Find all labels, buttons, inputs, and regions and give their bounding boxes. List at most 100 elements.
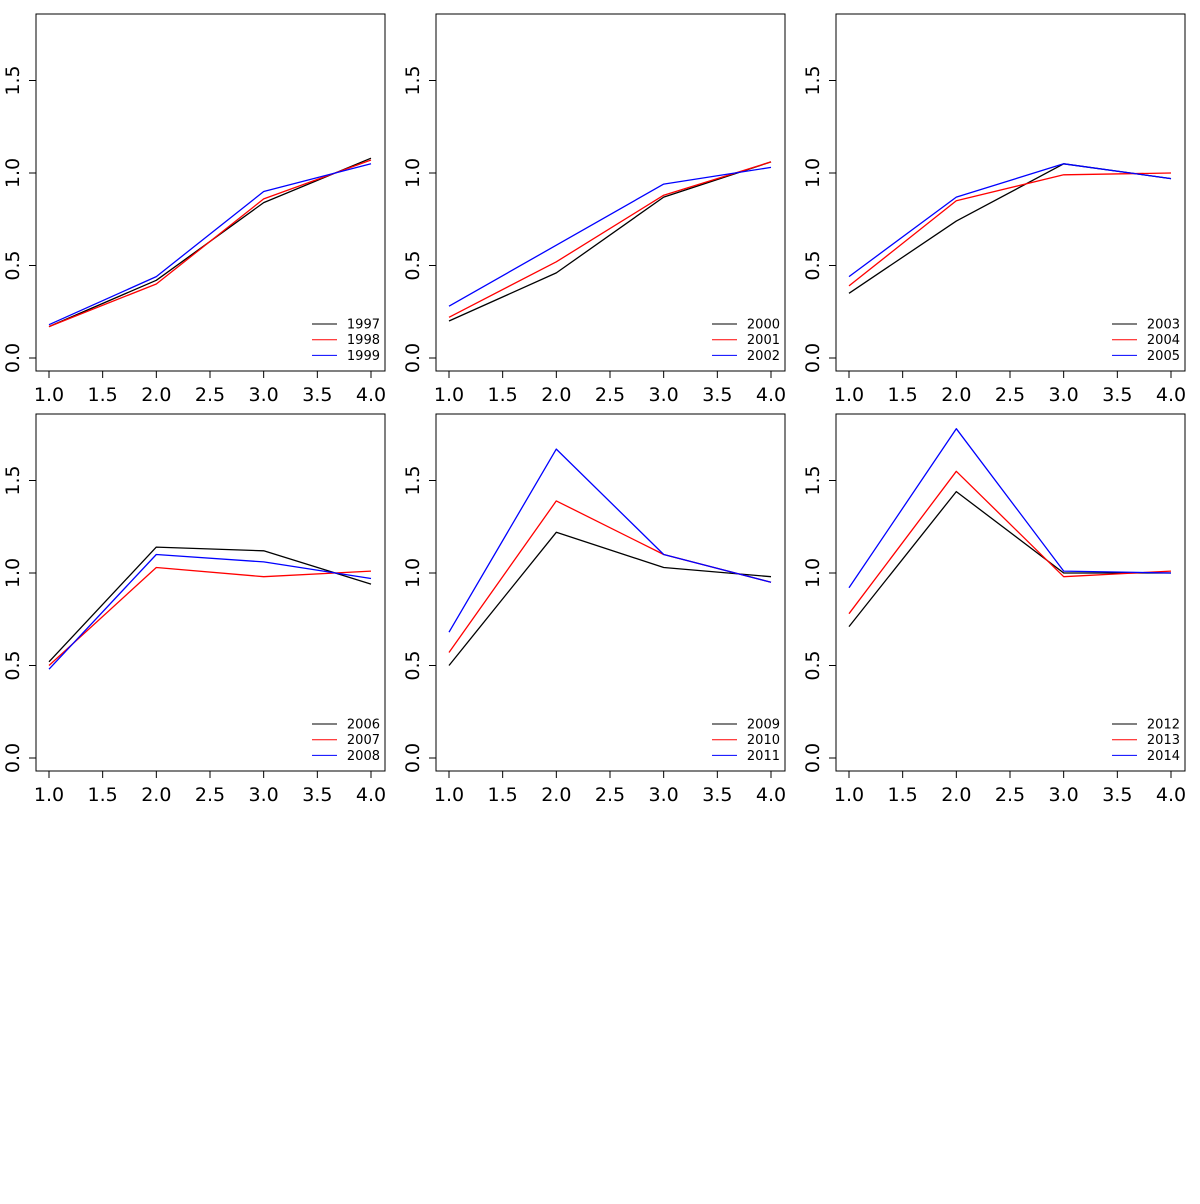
y-tick-label: 1.0 xyxy=(2,558,24,588)
y-tick-label: 1.5 xyxy=(402,465,424,495)
x-tick-label: 1.0 xyxy=(34,384,64,406)
series-line xyxy=(48,159,372,328)
x-tick-label: 1.0 xyxy=(434,384,464,406)
panel-4: 1.0 1.5 2.0 2.5 3.0 3.5 4.00.00.51.01.52006200… xyxy=(2,413,386,806)
y-tick-label: 0.0 xyxy=(2,743,24,773)
y-tick-label: 0.0 xyxy=(402,343,424,373)
x-tick-label: 3.0 xyxy=(1049,784,1079,806)
y-tick-label: 0.0 xyxy=(2,343,24,373)
x-tick-label: 1.5 xyxy=(488,384,518,406)
panel-1: 1.0 1.5 2.0 2.5 3.0 3.5 4.00.00.51.01.51997199… xyxy=(2,13,386,406)
x-tick-label: 2.5 xyxy=(995,784,1025,806)
series-line xyxy=(48,553,372,670)
x-tick-label: 1.5 xyxy=(888,784,918,806)
y-tick-label: 0.5 xyxy=(402,250,424,280)
legend-label: 2013 xyxy=(1147,733,1180,748)
x-tick-label: 2.0 xyxy=(141,384,171,406)
legend-label: 2004 xyxy=(1147,333,1180,348)
legend-label: 2000 xyxy=(747,318,780,333)
panel-2: 1.0 1.5 2.0 2.5 3.0 3.5 4.00.00.51.01.52000200… xyxy=(402,13,786,406)
x-tick-label: 3.5 xyxy=(302,784,332,806)
x-tick-label: 4.0 xyxy=(1156,384,1186,406)
y-tick-label: 1.0 xyxy=(2,158,24,188)
y-tick-label: 1.5 xyxy=(802,65,824,95)
legend-label: 2010 xyxy=(747,733,780,748)
series-line xyxy=(48,163,372,326)
y-tick-label: 0.0 xyxy=(802,743,824,773)
series-line xyxy=(848,490,1171,628)
y-tick-label: 0.5 xyxy=(802,250,824,280)
y-tick-label: 1.5 xyxy=(2,65,24,95)
x-tick-label: 2.5 xyxy=(195,784,225,806)
x-tick-label: 3.5 xyxy=(1102,784,1132,806)
series-line xyxy=(448,166,772,307)
y-tick-label: 0.5 xyxy=(2,650,24,680)
x-tick-label: 3.5 xyxy=(1102,384,1132,406)
y-tick-label: 0.5 xyxy=(2,250,24,280)
legend-label: 2006 xyxy=(347,718,380,733)
y-tick-label: 1.5 xyxy=(802,465,824,495)
y-tick-label: 0.5 xyxy=(402,650,424,680)
plot-frame xyxy=(35,413,386,772)
legend-label: 2012 xyxy=(1147,718,1180,733)
legend-label: 2003 xyxy=(1147,318,1180,333)
x-tick-label: 3.0 xyxy=(1049,384,1079,406)
x-tick-label: 2.0 xyxy=(541,384,571,406)
x-tick-label: 1.0 xyxy=(34,784,64,806)
series-line xyxy=(848,163,1172,278)
x-tick-label: 3.5 xyxy=(702,384,732,406)
legend-label: 2001 xyxy=(747,333,780,348)
x-tick-label: 3.0 xyxy=(249,384,279,406)
legend-label: 2009 xyxy=(747,718,780,733)
x-tick-label: 3.5 xyxy=(302,384,332,406)
x-tick-label: 3.5 xyxy=(702,784,732,806)
series-line xyxy=(448,161,772,322)
y-tick-label: 1.0 xyxy=(802,558,824,588)
x-tick-label: 2.0 xyxy=(941,384,971,406)
panel-5: 1.0 1.5 2.0 2.5 3.0 3.5 4.00.00.51.01.52009201… xyxy=(402,413,786,806)
x-tick-label: 1.5 xyxy=(88,784,118,806)
legend-label: 1998 xyxy=(347,333,380,348)
x-tick-label: 1.5 xyxy=(488,784,518,806)
y-tick-label: 1.0 xyxy=(802,158,824,188)
plot-frame xyxy=(435,13,786,372)
series-line xyxy=(48,546,372,663)
plot-frame xyxy=(835,413,1186,772)
legend-label: 2011 xyxy=(747,749,780,764)
x-tick-label: 2.5 xyxy=(595,784,625,806)
plot-frame xyxy=(435,413,786,772)
x-tick-label: 1.0 xyxy=(834,784,864,806)
y-tick-label: 1.5 xyxy=(402,65,424,95)
x-tick-label: 2.5 xyxy=(595,384,625,406)
x-tick-label: 1.0 xyxy=(834,384,864,406)
x-tick-label: 4.0 xyxy=(1156,784,1186,806)
x-tick-label: 2.5 xyxy=(995,384,1025,406)
legend-label: 2007 xyxy=(347,733,380,748)
x-tick-label: 2.0 xyxy=(141,784,171,806)
y-tick-label: 1.0 xyxy=(402,158,424,188)
x-tick-label: 1.5 xyxy=(888,384,918,406)
x-tick-label: 4.0 xyxy=(356,384,386,406)
series-line xyxy=(848,428,1172,589)
y-tick-label: 1.0 xyxy=(402,558,424,588)
x-tick-label: 4.0 xyxy=(356,784,386,806)
x-tick-label: 3.0 xyxy=(649,784,679,806)
x-tick-label: 1.5 xyxy=(88,384,118,406)
series-line xyxy=(848,163,1172,294)
legend-label: 2008 xyxy=(347,749,380,764)
panel-6: 1.0 1.5 2.0 2.5 3.0 3.5 4.00.00.51.01.52012201… xyxy=(802,413,1186,806)
plot-frame xyxy=(35,13,386,372)
y-tick-label: 1.5 xyxy=(2,465,24,495)
panel-3: 1.0 1.5 2.0 2.5 3.0 3.5 4.00.00.51.01.52003200… xyxy=(802,13,1186,406)
x-tick-label: 2.5 xyxy=(195,384,225,406)
y-tick-label: 0.0 xyxy=(402,743,424,773)
series-line xyxy=(448,500,772,653)
legend-label: 2002 xyxy=(747,349,780,364)
series-line xyxy=(848,470,1172,615)
x-tick-label: 2.0 xyxy=(541,784,571,806)
legend-label: 2005 xyxy=(1147,349,1180,364)
legend-label: 2014 xyxy=(1147,749,1180,764)
y-tick-label: 0.0 xyxy=(802,343,824,373)
